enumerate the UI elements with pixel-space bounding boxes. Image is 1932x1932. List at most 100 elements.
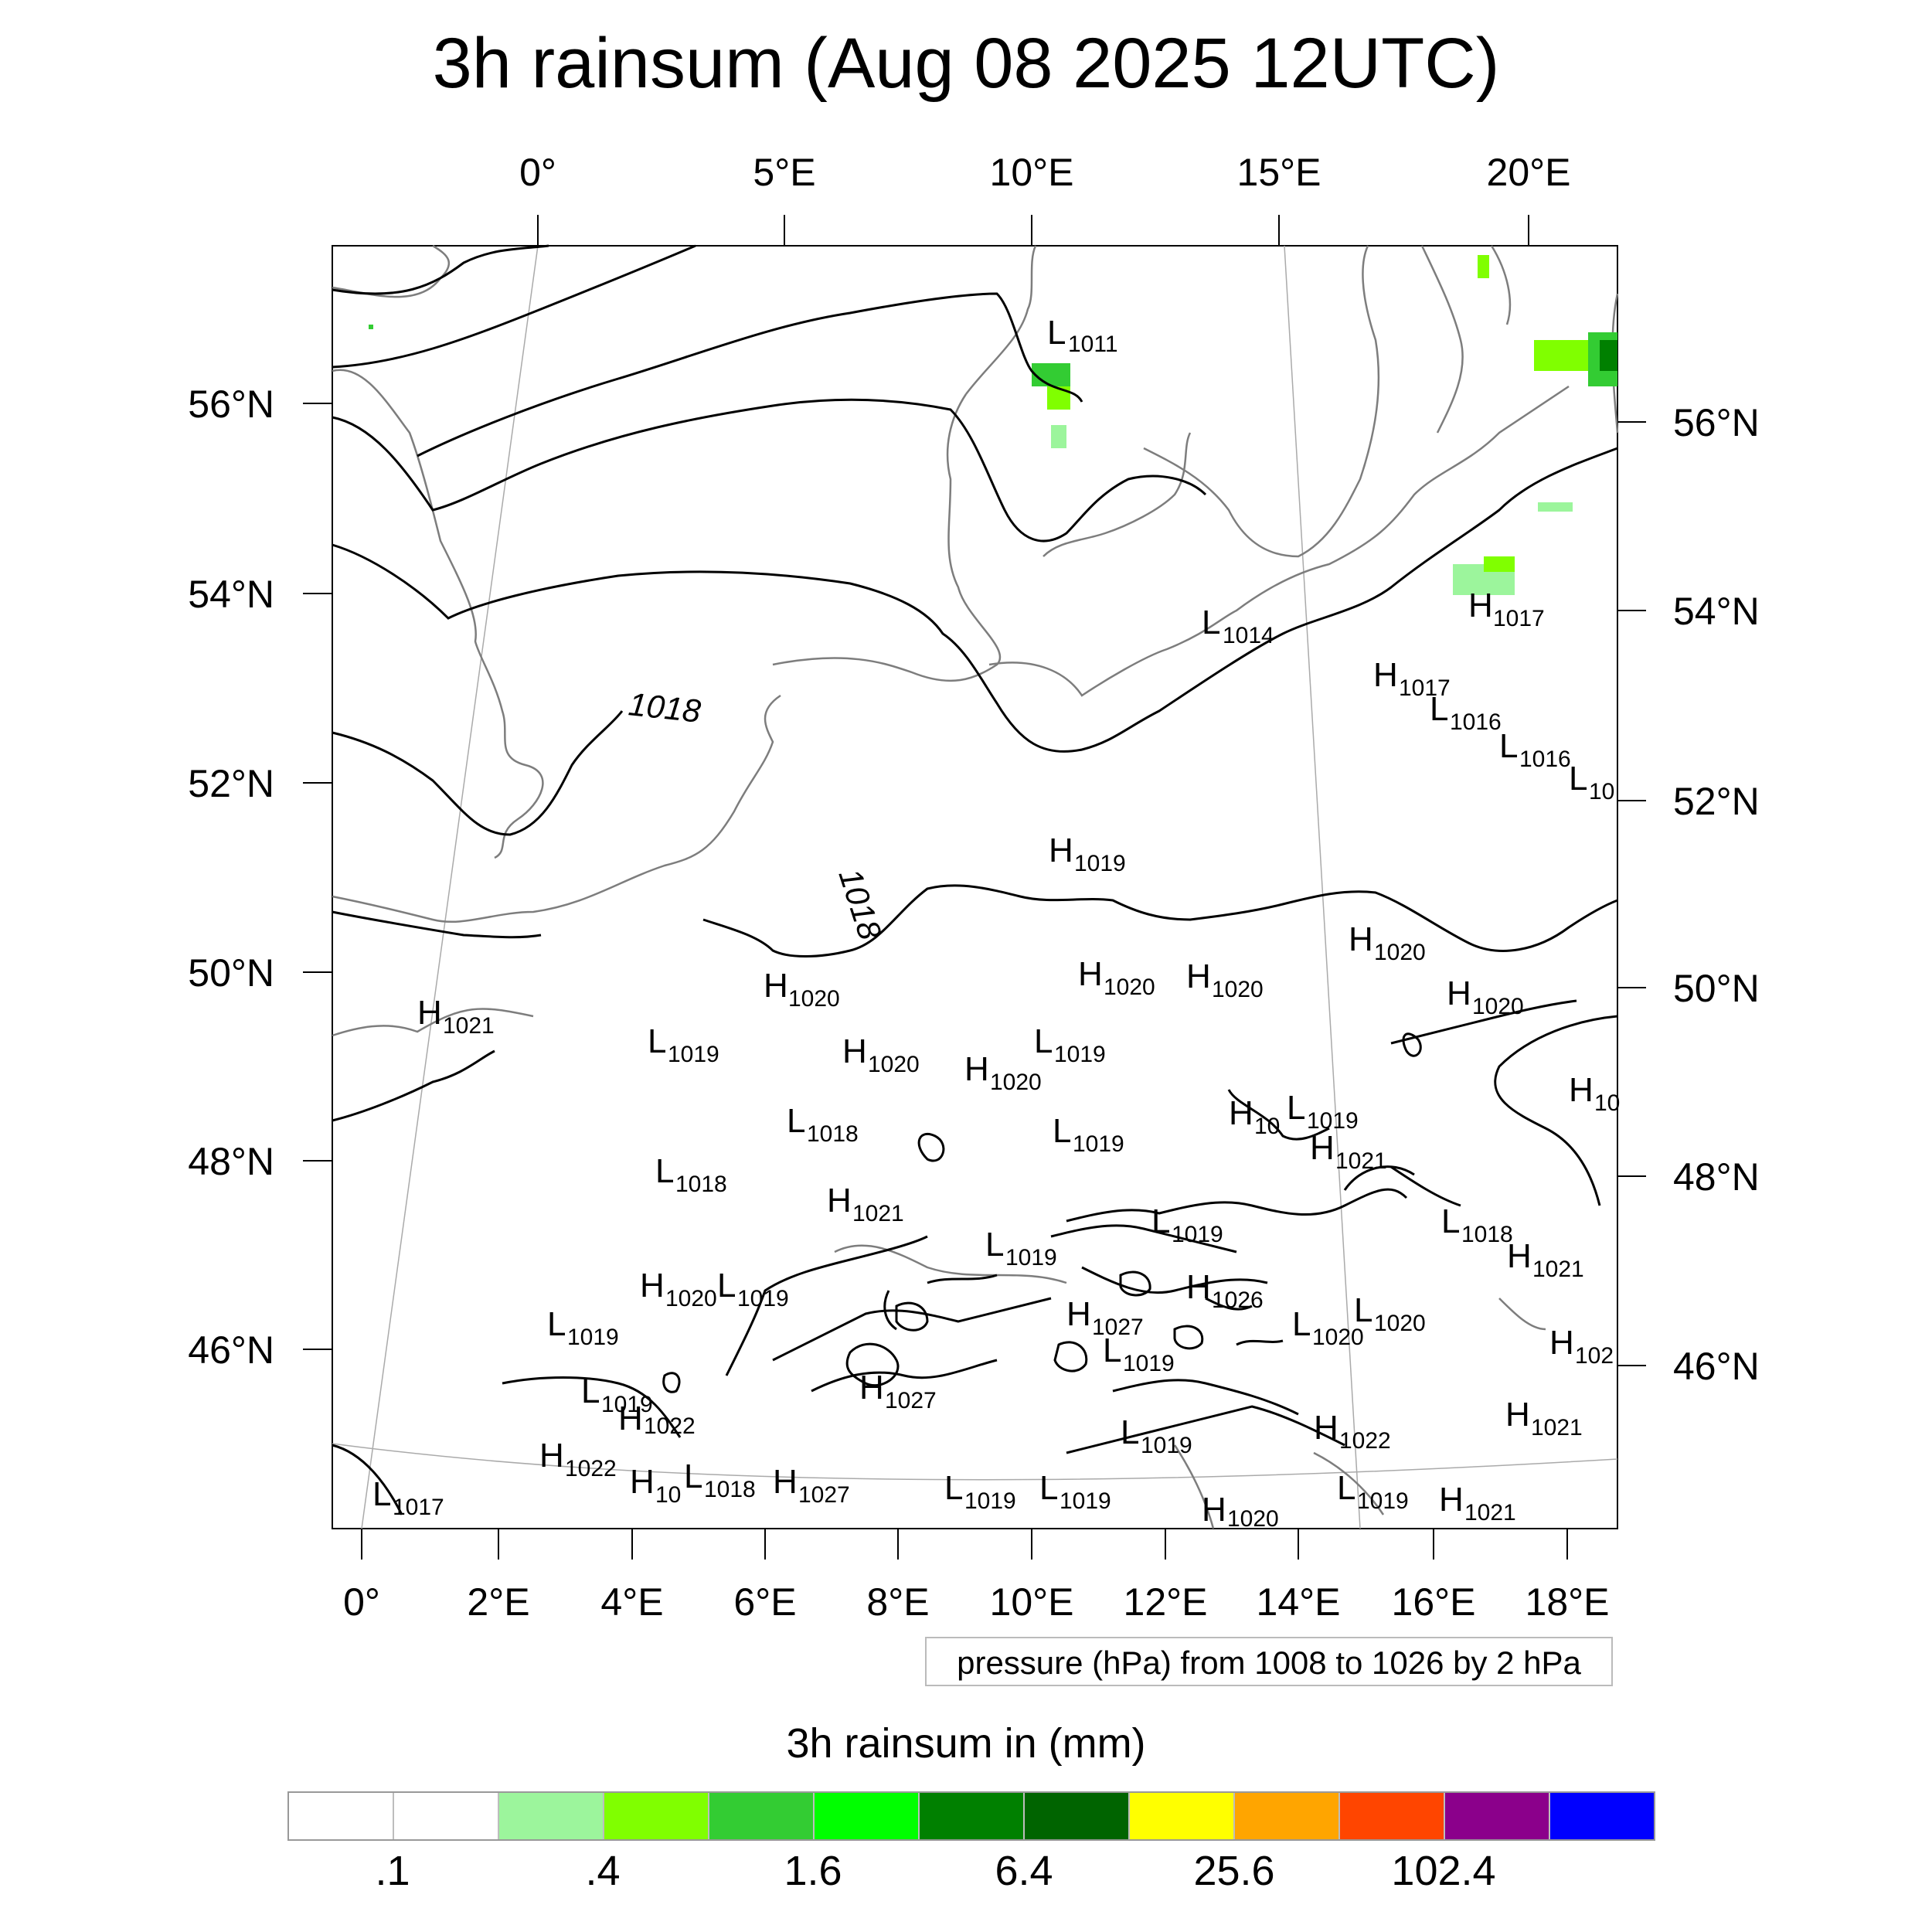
pressure-center: H 10 [1229,1094,1280,1139]
pressure-center: L 1019 [1034,1022,1106,1067]
pressure-center: H 1021 [1505,1396,1583,1440]
svg-text:H: H [1310,1129,1335,1167]
svg-text:1022: 1022 [1339,1428,1391,1454]
svg-text:1022: 1022 [644,1413,696,1439]
bottom-lon-label: 10°E [990,1580,1074,1624]
top-lon-label: 15°E [1237,151,1321,194]
svg-text:1019: 1019 [1005,1245,1057,1270]
top-lon-label: 20°E [1487,151,1571,194]
right-lat-label: 48°N [1673,1155,1760,1199]
svg-text:L: L [1569,760,1587,798]
pressure-center: L 1011 [1047,314,1118,357]
pressure-center: H 1020 [1186,957,1264,1002]
svg-text:L: L [1034,1022,1053,1060]
colorbar-cell [709,1793,815,1839]
svg-text:H: H [1186,1268,1211,1306]
svg-text:1019: 1019 [1054,1042,1106,1067]
colorbar-cell [1235,1793,1340,1839]
pressure-center: L 1019 [985,1226,1057,1270]
svg-text:1027: 1027 [885,1388,937,1413]
svg-text:L: L [985,1226,1004,1264]
contour-label-1018-north: 1018 [627,685,702,730]
colorbar-cell [289,1793,394,1839]
pressure-center: L 1014 [1202,604,1274,648]
svg-text:L: L [1441,1202,1460,1240]
pressure-center: H 1020 [640,1267,717,1311]
colorbar-label: 6.4 [995,1848,1053,1894]
svg-text:1020: 1020 [1212,977,1264,1002]
pressure-center: H 1021 [1439,1481,1516,1526]
svg-text:H: H [539,1437,564,1475]
pressure-center: H 1020 [842,1032,920,1077]
svg-text:10: 10 [1589,779,1614,804]
svg-text:1020: 1020 [788,986,840,1012]
pressure-center: H 1017 [1373,656,1451,701]
svg-text:L: L [1121,1413,1139,1451]
pressure-center: L 1020 [1292,1305,1364,1350]
svg-text:1021: 1021 [1531,1415,1583,1440]
svg-text:H: H [1202,1491,1226,1529]
svg-text:1018: 1018 [704,1477,756,1502]
svg-text:H: H [1447,975,1471,1012]
svg-text:L: L [1499,727,1518,765]
svg-text:1020: 1020 [1104,975,1155,1000]
svg-text:1014: 1014 [1223,623,1274,648]
colorbar-label: 1.6 [784,1848,842,1894]
svg-text:L: L [1287,1089,1305,1127]
svg-text:1026: 1026 [1212,1287,1264,1313]
svg-text:H: H [1049,832,1073,869]
svg-text:1021: 1021 [1464,1500,1516,1526]
pressure-center: L 1019 [547,1305,619,1350]
svg-text:L: L [1103,1332,1121,1369]
svg-text:1022: 1022 [565,1456,617,1481]
pressure-center: L 1018 [1441,1202,1513,1247]
svg-text:1019: 1019 [737,1286,789,1311]
colorbar-label: 25.6 [1193,1848,1275,1894]
svg-text:1020: 1020 [1227,1506,1279,1532]
colorbar-label: .4 [585,1848,621,1894]
bottom-lon-label: 16°E [1392,1580,1476,1624]
svg-text:H: H [1078,955,1103,993]
pressure-center: H 1020 [1078,955,1155,1000]
svg-text:1016: 1016 [1519,747,1571,772]
pressure-center: H 1021 [1310,1129,1387,1174]
pressure-center: H 1020 [764,967,840,1012]
svg-text:L: L [684,1458,702,1495]
svg-text:1020: 1020 [665,1286,717,1311]
colorbar-label: .1 [375,1848,410,1894]
pressure-center: L 1018 [684,1458,756,1502]
svg-text:H: H [1349,920,1373,958]
svg-text:H: H [1066,1295,1091,1333]
pressure-center: H 1022 [618,1400,696,1439]
svg-text:102: 102 [1575,1343,1614,1369]
svg-text:1020: 1020 [868,1052,920,1077]
svg-text:10: 10 [1254,1114,1280,1139]
svg-text:L: L [372,1475,391,1513]
colorbar-cell [1130,1793,1235,1839]
svg-text:1019: 1019 [1172,1222,1223,1247]
svg-text:1017: 1017 [393,1495,444,1520]
bottom-lon-label: 4°E [600,1580,663,1624]
pressure-center: H 1026 [1186,1268,1264,1313]
right-lat-label: 50°N [1673,967,1760,1010]
left-lat-label: 52°N [188,762,274,805]
colorbar [287,1791,1655,1841]
pressure-center: L 1017 [372,1475,444,1520]
svg-text:1019: 1019 [601,1392,653,1417]
left-lat-label: 56°N [188,383,274,426]
pressure-center: H 1017 [1468,587,1545,631]
svg-text:1019: 1019 [1307,1108,1359,1134]
svg-text:L: L [1354,1291,1372,1329]
svg-text:1017: 1017 [1493,606,1545,631]
svg-text:L: L [655,1152,674,1190]
pressure-center: H 102 [1549,1324,1614,1369]
pressure-center: L 1019 [1121,1413,1192,1458]
svg-text:1018: 1018 [1461,1222,1513,1247]
pressure-center: H 1021 [827,1182,904,1226]
pressure-center: L 1019 [1053,1112,1124,1157]
bottom-lon-label: 2°E [467,1580,529,1624]
left-lat-label: 54°N [188,573,274,616]
pressure-center: H 1019 [1049,832,1126,876]
pressure-center: L 1019 [1151,1202,1223,1247]
